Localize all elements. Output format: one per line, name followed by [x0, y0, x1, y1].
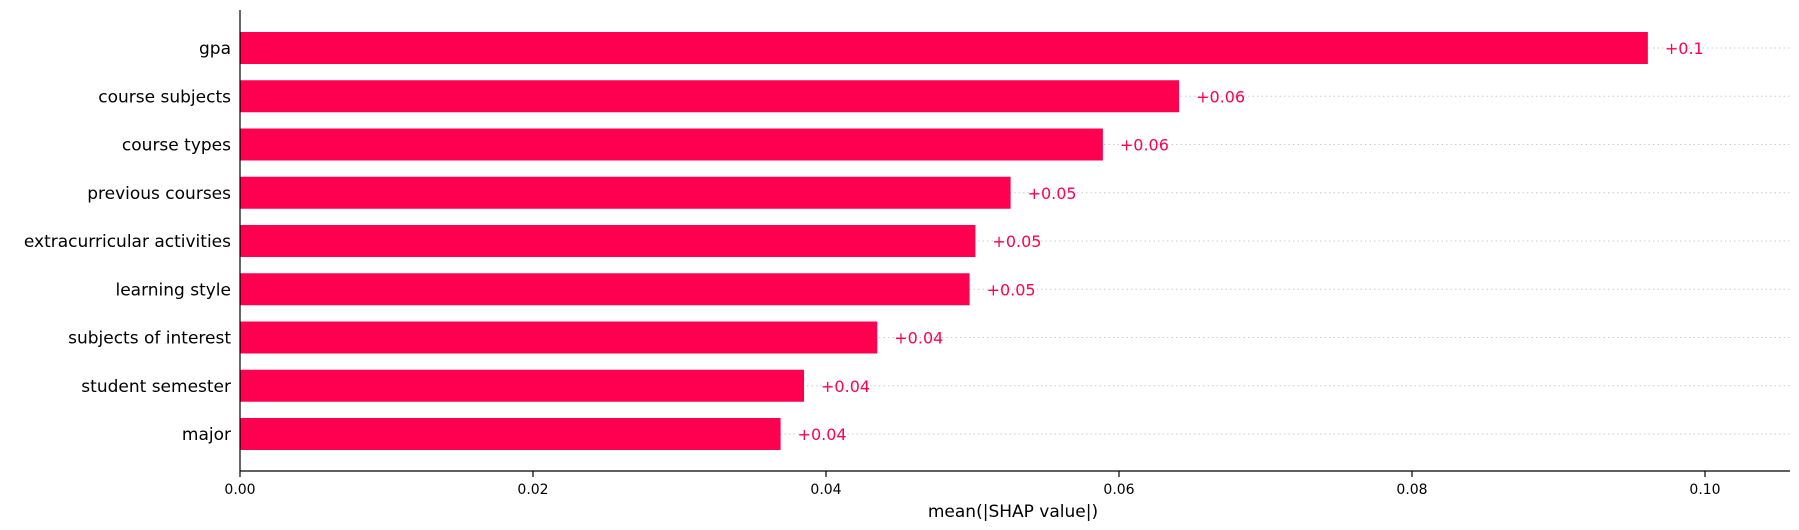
value-label: +0.06: [1196, 87, 1245, 106]
category-label: previous courses: [87, 184, 231, 204]
value-label: +0.06: [1120, 136, 1169, 155]
x-tick-label: 0.04: [810, 482, 841, 498]
category-label: major: [182, 425, 231, 445]
value-label: +0.04: [894, 329, 943, 348]
bar-learning-style: [240, 273, 970, 306]
value-label: +0.05: [992, 232, 1041, 251]
category-labels: gpa course subjects course types previous c…: [24, 39, 231, 445]
bar-course-subjects: [240, 80, 1180, 113]
bars: [240, 32, 1648, 450]
bar-student-semester: [240, 369, 805, 402]
x-tick-label: 0.00: [224, 482, 255, 498]
value-label: +0.1: [1665, 39, 1704, 58]
value-label: +0.05: [1028, 184, 1077, 203]
x-tick-label: 0.06: [1103, 482, 1134, 498]
x-tick-label: 0.10: [1689, 482, 1720, 498]
x-axis-title: mean(|SHAP value|): [928, 502, 1098, 522]
bar-major: [240, 418, 781, 450]
bar-extracurricular-activities: [240, 225, 976, 257]
category-label: learning style: [115, 280, 231, 300]
category-label: subjects of interest: [68, 329, 231, 349]
value-label: +0.05: [987, 280, 1036, 299]
x-tick-label: 0.08: [1396, 482, 1427, 498]
value-label: +0.04: [798, 425, 847, 444]
category-label: course types: [122, 136, 231, 156]
x-axis-ticks: 0.00 0.02 0.04 0.06 0.08 0.10: [224, 471, 1721, 498]
value-labels: +0.1 +0.06 +0.06 +0.05 +0.05 +0.05 +0.04 +0.04 +…: [798, 39, 1704, 444]
bar-previous-courses: [240, 176, 1011, 209]
bar-subjects-of-interest: [240, 321, 878, 354]
value-label: +0.04: [821, 377, 870, 396]
category-label: course subjects: [98, 87, 231, 107]
category-label: extracurricular activities: [24, 232, 231, 252]
bar-gpa: [240, 32, 1648, 64]
x-tick-label: 0.02: [517, 482, 548, 498]
category-label: student semester: [81, 377, 231, 397]
category-label: gpa: [199, 39, 231, 59]
bar-course-types: [240, 128, 1103, 161]
